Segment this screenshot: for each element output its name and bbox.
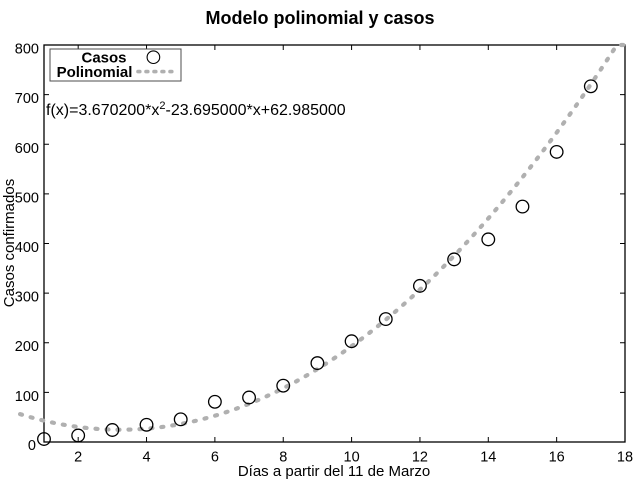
svg-text:Casos confirmados: Casos confirmados	[1, 179, 18, 307]
svg-text:600: 600	[15, 141, 39, 157]
svg-text:2: 2	[74, 449, 82, 465]
svg-text:100: 100	[15, 389, 39, 405]
svg-text:16: 16	[549, 449, 565, 465]
svg-text:800: 800	[15, 42, 39, 58]
svg-text:f(x)=3.670200*x2-23.695000*x+6: f(x)=3.670200*x2-23.695000*x+62.985000	[46, 100, 346, 119]
svg-text:14: 14	[480, 449, 496, 465]
svg-text:700: 700	[15, 91, 39, 107]
svg-text:0: 0	[28, 438, 36, 454]
svg-text:500: 500	[15, 190, 39, 206]
svg-text:300: 300	[15, 290, 39, 306]
svg-text:4: 4	[142, 449, 150, 465]
svg-text:Polinomial: Polinomial	[57, 64, 133, 81]
svg-text:6: 6	[211, 449, 219, 465]
svg-text:200: 200	[15, 339, 39, 355]
svg-text:Días a partir del 11 de Marzo: Días a partir del 11 de Marzo	[238, 463, 430, 480]
svg-text:400: 400	[15, 240, 39, 256]
svg-text:18: 18	[617, 449, 633, 465]
